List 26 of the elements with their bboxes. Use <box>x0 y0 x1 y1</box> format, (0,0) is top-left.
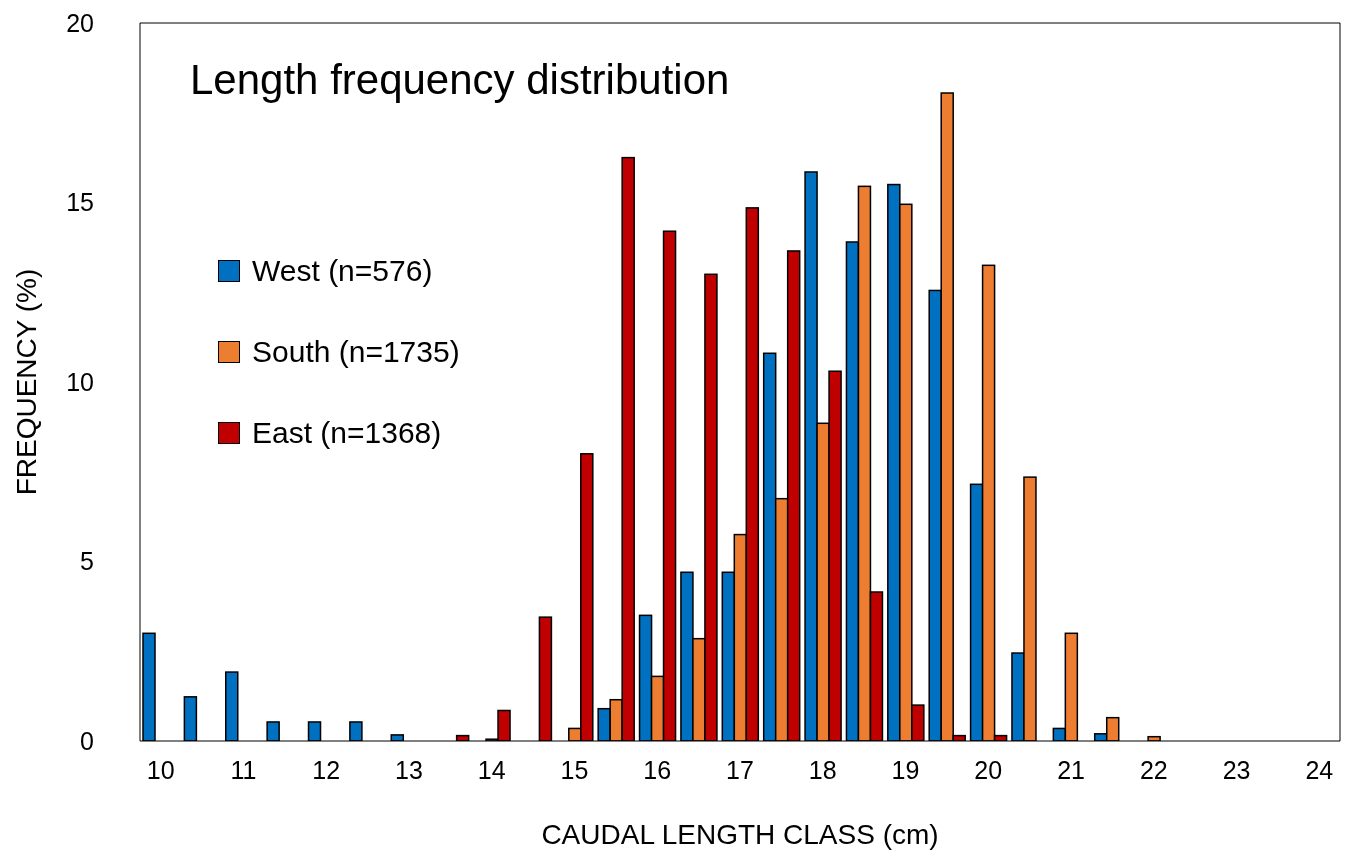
x-tick-label: 19 <box>891 755 920 784</box>
x-tick-label: 11 <box>230 755 257 784</box>
legend-label: South (n=1735) <box>252 334 460 369</box>
x-tick-label: 13 <box>395 755 423 784</box>
legend-label: East (n=1368) <box>252 415 442 450</box>
y-tick-label: 10 <box>66 367 94 396</box>
x-tick-label: 14 <box>477 755 506 784</box>
x-tick-label: 18 <box>808 755 837 784</box>
x-tick-label: 15 <box>560 755 589 784</box>
x-axis-title: CAUDAL LENGTH CLASS (cm) <box>541 819 939 850</box>
x-tick-label: 20 <box>974 755 1003 784</box>
x-tick-label: 17 <box>726 755 754 784</box>
x-tick-label: 23 <box>1222 755 1251 784</box>
x-tick-label: 16 <box>643 755 672 784</box>
y-axis-title: FREQUENCY (%) <box>10 268 42 496</box>
y-tick-label: 20 <box>66 8 94 37</box>
x-tick-label: 12 <box>312 755 341 784</box>
x-tick-label: 24 <box>1305 755 1334 784</box>
y-tick-label: 0 <box>80 726 94 755</box>
x-tick-label: 10 <box>146 755 175 784</box>
x-tick-label: 21 <box>1057 755 1085 784</box>
y-tick-label: 5 <box>80 547 94 576</box>
y-tick-label: 15 <box>66 188 94 217</box>
text: Length frequency distribution <box>190 56 730 104</box>
legend-label: West (n=576) <box>252 253 433 288</box>
x-tick-label: 22 <box>1139 755 1168 784</box>
